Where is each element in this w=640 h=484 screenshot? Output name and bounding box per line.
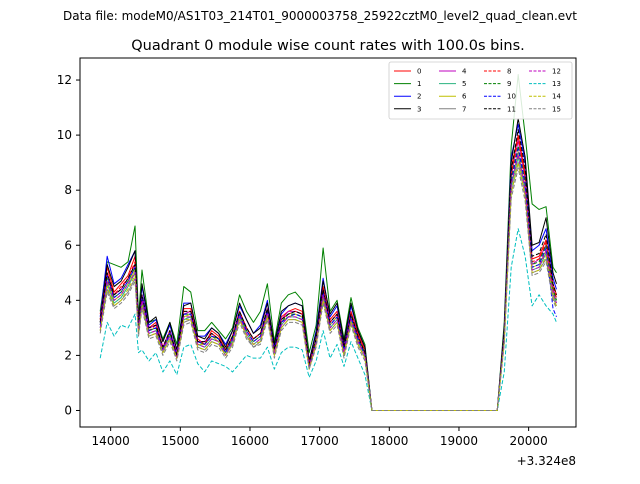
x-axis: 14000 15000 16000 17000 18000 19000 20000 (92, 427, 548, 448)
y-tick-label: 8 (64, 183, 72, 197)
legend-label-5: 5 (462, 80, 466, 88)
legend-label-2: 2 (417, 93, 421, 101)
y-axis: 0 2 4 6 8 10 12 (57, 73, 80, 417)
x-tick-label: 20000 (510, 434, 548, 448)
series-line-9 (99, 145, 557, 411)
y-tick-label: 0 (64, 403, 72, 417)
series-line-4 (99, 140, 557, 411)
x-tick-label: 15000 (161, 434, 199, 448)
x-tick-label: 19000 (440, 434, 478, 448)
legend-label-1: 1 (417, 80, 421, 88)
series-line-8 (99, 137, 557, 411)
series-line-14 (99, 162, 557, 411)
plot-area-frame (79, 57, 577, 428)
legend-label-12: 12 (552, 68, 561, 76)
x-tick-label: 18000 (370, 434, 408, 448)
series-line-10 (99, 148, 557, 411)
series-line-5 (99, 156, 557, 411)
x-tick-label: 16000 (231, 434, 269, 448)
series-layer (99, 74, 557, 411)
series-line-7 (99, 162, 557, 411)
legend-label-11: 11 (507, 105, 516, 113)
legend-label-3: 3 (417, 105, 421, 113)
y-tick-label: 10 (57, 128, 72, 142)
legend-label-6: 6 (462, 93, 467, 101)
series-line-12 (99, 153, 557, 411)
series-line-3 (99, 118, 557, 411)
series-line-1 (99, 74, 557, 411)
series-line-0 (99, 134, 557, 411)
legend-label-4: 4 (462, 68, 467, 76)
series-line-11 (99, 129, 557, 411)
y-tick-label: 12 (57, 73, 72, 87)
series-line-6 (99, 151, 557, 411)
y-tick-label: 4 (64, 293, 72, 307)
legend-label-7: 7 (462, 105, 466, 113)
chart-title: Quadrant 0 module wise count rates with … (131, 38, 525, 54)
series-line-2 (99, 123, 557, 411)
legend-label-0: 0 (417, 68, 421, 76)
x-tick-label: 14000 (92, 434, 130, 448)
legend-label-13: 13 (552, 80, 561, 88)
x-axis-offset-label: +3.324e8 (517, 454, 576, 468)
legend-label-15: 15 (552, 105, 561, 113)
legend-label-9: 9 (507, 80, 511, 88)
legend-box (388, 61, 573, 120)
figure-suptitle: Data file: modeM0/AS1T03_214T01_90000037… (63, 9, 577, 23)
legend-label-8: 8 (507, 68, 511, 76)
y-tick-label: 6 (64, 238, 72, 252)
legend-label-10: 10 (507, 93, 516, 101)
y-tick-label: 2 (64, 348, 72, 362)
series-line-15 (99, 167, 557, 411)
x-tick-label: 17000 (301, 434, 339, 448)
legend-label-14: 14 (552, 93, 561, 101)
